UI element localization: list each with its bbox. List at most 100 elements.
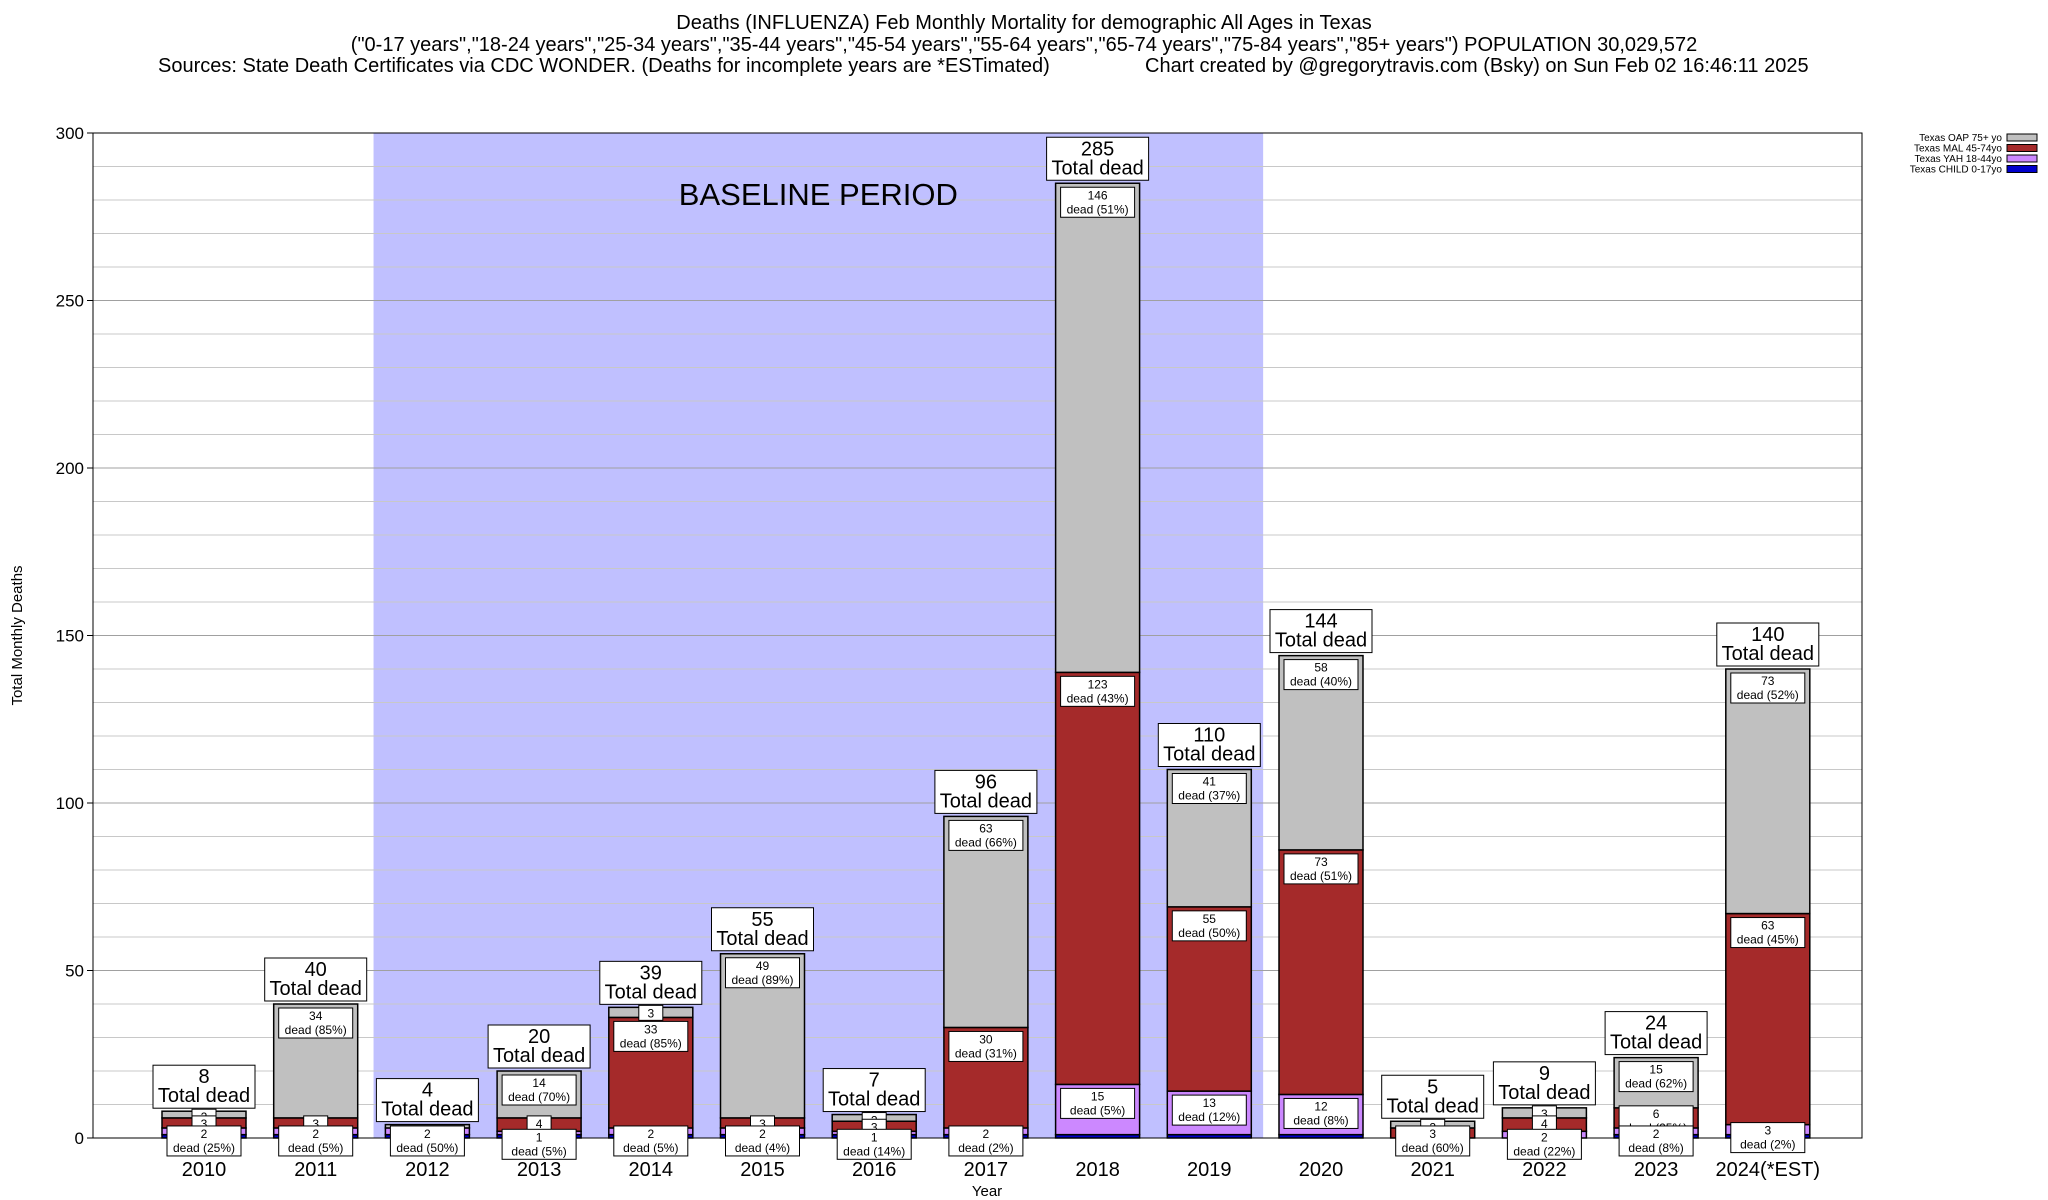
segment-value-label: 30 bbox=[979, 1032, 993, 1046]
total-dead-label: Total dead bbox=[1610, 1032, 1702, 1054]
total-value-label: 144 bbox=[1304, 611, 1337, 633]
segment-value-label: 73 bbox=[1314, 855, 1328, 869]
segment-value-label: 3 bbox=[201, 1117, 208, 1131]
total-box bbox=[1381, 1074, 1485, 1119]
total-box bbox=[264, 957, 368, 1002]
total-box bbox=[1492, 1061, 1596, 1106]
segment-value-label: 13 bbox=[1203, 1096, 1217, 1110]
segment-label-box bbox=[1171, 910, 1247, 942]
total-value-label: 9 bbox=[1539, 1063, 1550, 1085]
segment-pct-label: dead (5%) bbox=[1070, 1103, 1125, 1117]
segment-label-box bbox=[638, 1004, 664, 1021]
chart-subtitle: ("0-17 years","18-24 years","25-34 years… bbox=[350, 34, 1698, 56]
total-dead-label: Total dead bbox=[1722, 643, 1814, 665]
segment-pct-label: dead (8%) bbox=[1628, 1141, 1683, 1155]
total-value-label: 20 bbox=[528, 1026, 550, 1048]
chart-sources: Sources: State Death Certificates via CD… bbox=[158, 55, 1050, 77]
segment-label-box bbox=[1283, 853, 1359, 885]
total-box bbox=[1046, 136, 1150, 181]
segment-pct-label: dead (51%) bbox=[1067, 202, 1129, 216]
total-box bbox=[822, 1068, 926, 1113]
legend-label: Texas CHILD 0-17yo bbox=[1910, 165, 2003, 176]
segment-pct-label: dead (50%) bbox=[396, 1141, 458, 1155]
segment-pct-label: dead (89%) bbox=[731, 973, 793, 987]
total-dead-label: Total dead bbox=[716, 928, 808, 950]
segment-value-label: 1 bbox=[536, 1130, 543, 1144]
total-box bbox=[1716, 622, 1820, 667]
y-tick-label: 250 bbox=[56, 292, 84, 311]
segment-value-label: 63 bbox=[979, 821, 993, 835]
segment-value-label: 2 bbox=[647, 1127, 654, 1141]
x-tick-label: 2020 bbox=[1299, 1159, 1344, 1181]
total-dead-label: Total dead bbox=[940, 790, 1032, 812]
total-box bbox=[1604, 1011, 1708, 1056]
total-value-label: 110 bbox=[1193, 725, 1225, 747]
segment-value-label: 4 bbox=[536, 1117, 543, 1131]
segment-value-label: 3 bbox=[1764, 1124, 1771, 1138]
segment-pct-label: dead (8%) bbox=[1293, 1113, 1348, 1127]
segment-value-label: 3 bbox=[312, 1117, 319, 1131]
total-box bbox=[711, 907, 814, 952]
segment-label-box bbox=[613, 1125, 689, 1157]
total-box bbox=[1269, 609, 1373, 654]
segment-pct-label: dead (52%) bbox=[1737, 688, 1799, 702]
total-dead-label: Total dead bbox=[158, 1085, 250, 1107]
segment-value-label: 55 bbox=[1203, 912, 1217, 926]
segment-pct-label: dead (40%) bbox=[1290, 675, 1352, 689]
segment-label-box bbox=[278, 1007, 354, 1039]
segment-pct-label: dead (4%) bbox=[735, 1141, 790, 1155]
y-tick-label: 200 bbox=[56, 459, 84, 478]
segment-pct-label: dead (31%) bbox=[955, 1046, 1017, 1060]
segment-label-box bbox=[1171, 773, 1247, 804]
segment-pct-label: dead (43%) bbox=[1067, 691, 1129, 705]
segment-pct-label: dead (37%) bbox=[1178, 789, 1240, 803]
total-dead-label: Total dead bbox=[1498, 1082, 1590, 1104]
segment-value-label: 14 bbox=[532, 1076, 546, 1090]
segment-label-box bbox=[725, 1125, 800, 1157]
total-value-label: 5 bbox=[1427, 1076, 1438, 1098]
total-box bbox=[487, 1024, 591, 1069]
x-tick-label: 2015 bbox=[740, 1159, 785, 1181]
total-value-label: 4 bbox=[422, 1080, 433, 1102]
segment-label-box bbox=[1171, 1094, 1247, 1126]
y-axis-label: Total Monthly Deaths bbox=[9, 565, 26, 705]
total-dead-label: Total dead bbox=[1051, 157, 1143, 179]
legend-label: Texas YAH 18-44yo bbox=[1915, 154, 2003, 165]
total-value-label: 96 bbox=[975, 771, 997, 793]
x-tick-label: 2024(*EST) bbox=[1716, 1159, 1821, 1181]
segment-pct-label: dead (66%) bbox=[955, 835, 1017, 849]
segment-label-box bbox=[725, 957, 800, 989]
segment-value-label: 3 bbox=[1541, 1107, 1548, 1121]
segment-pct-label: dead (22%) bbox=[1513, 1144, 1575, 1158]
segment-value-label: 2 bbox=[312, 1127, 319, 1141]
segment-pct-label: dead (12%) bbox=[1178, 1110, 1240, 1124]
x-tick-label: 2021 bbox=[1410, 1159, 1455, 1181]
legend-swatch bbox=[2006, 133, 2038, 142]
segment-pct-label: dead (25%) bbox=[173, 1141, 235, 1155]
total-value-label: 8 bbox=[198, 1066, 209, 1088]
legend-swatch bbox=[2006, 165, 2038, 173]
segment-value-label: 63 bbox=[1761, 919, 1775, 933]
segment-value-label: 3 bbox=[759, 1117, 766, 1131]
segment-pct-label: dead (5%) bbox=[288, 1141, 343, 1155]
x-tick-label: 2016 bbox=[852, 1159, 897, 1181]
segment-value-label: 15 bbox=[1649, 1063, 1663, 1077]
total-dead-label: Total dead bbox=[828, 1089, 920, 1111]
x-tick-label: 2010 bbox=[182, 1159, 227, 1181]
legend-label: Texas MAL 45-74yo bbox=[1914, 144, 2002, 155]
total-box bbox=[152, 1064, 256, 1109]
total-value-label: 140 bbox=[1751, 624, 1784, 646]
segment-value-label: 73 bbox=[1761, 674, 1775, 688]
chart-title: Deaths (INFLUENZA) Feb Monthly Mortality… bbox=[676, 12, 1372, 34]
segment-pct-label: dead (2%) bbox=[1740, 1138, 1795, 1152]
x-tick-label: 2012 bbox=[405, 1159, 450, 1181]
legend-label: Texas OAP 75+ yo bbox=[1919, 133, 2002, 144]
segment-pct-label: dead (85%) bbox=[285, 1023, 347, 1037]
segment-value-label: 58 bbox=[1314, 661, 1328, 675]
x-tick-label: 2011 bbox=[294, 1159, 337, 1181]
x-tick-label: 2013 bbox=[517, 1159, 562, 1181]
segment-label-box bbox=[948, 819, 1024, 851]
total-value-label: 285 bbox=[1081, 138, 1114, 160]
segment-value-label: 4 bbox=[1541, 1117, 1548, 1131]
segment-value-label: 2 bbox=[424, 1127, 431, 1141]
